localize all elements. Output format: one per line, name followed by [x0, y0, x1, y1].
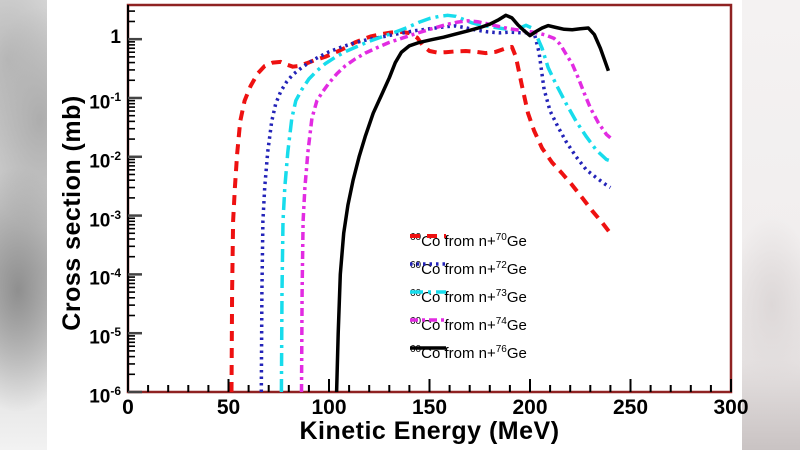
y-tick-label-1e0: 1: [110, 27, 121, 49]
legend-line-sample: [410, 318, 446, 322]
curve-60co-from-n-74ge: [299, 19, 612, 393]
x-tick-label-150: 150: [411, 396, 448, 419]
y-tick-label-1e-3: 10-3: [89, 207, 121, 231]
x-tick-label-50: 50: [216, 396, 241, 419]
x-tick-label-200: 200: [512, 396, 548, 419]
x-tick-label-100: 100: [311, 396, 347, 419]
legend-line-sample: [410, 346, 446, 350]
x-tick-label-300: 300: [713, 396, 749, 419]
legend-line-sample: [410, 290, 446, 294]
legend-row-4: 60Co from n+74Ge: [410, 314, 527, 336]
y-tick-label-1e-1: 10-1: [89, 89, 121, 114]
legend-row-5: 60Co from n+76Ge: [410, 342, 527, 364]
legend-label: 60Co from n+72Ge: [410, 260, 527, 278]
legend-row-2: 60Co from n+72Ge: [410, 258, 527, 280]
legend-line-sample: [410, 234, 446, 238]
y-tick-label-1e-6: 10-6: [89, 384, 121, 408]
x-axis-title: Kinetic Energy (MeV): [299, 417, 560, 445]
y-tick-label-1e-4: 10-4: [89, 266, 121, 290]
legend-row-3: 60Co from n+73Ge: [410, 286, 527, 308]
background-blur-right: [742, 0, 800, 450]
curve-60co-from-n-70ge: [229, 29, 612, 393]
x-tick-label-250: 250: [612, 396, 649, 419]
legend-label: 60Co from n+76Ge: [410, 344, 527, 362]
legend-row-1: 60Co from n+70Ge: [410, 230, 527, 252]
legend-line-sample: [410, 262, 446, 266]
curve-60co-from-n-76ge: [334, 13, 611, 393]
background-blur-left: [0, 0, 47, 450]
curve-60co-from-n-73ge: [279, 13, 611, 393]
x-tick-label-0: 0: [122, 396, 134, 419]
y-tick-label-1e-5: 10-5: [89, 325, 121, 349]
curve-60co-from-n-72ge: [259, 24, 612, 393]
y-tick-label-1e-2: 10-2: [89, 148, 121, 173]
